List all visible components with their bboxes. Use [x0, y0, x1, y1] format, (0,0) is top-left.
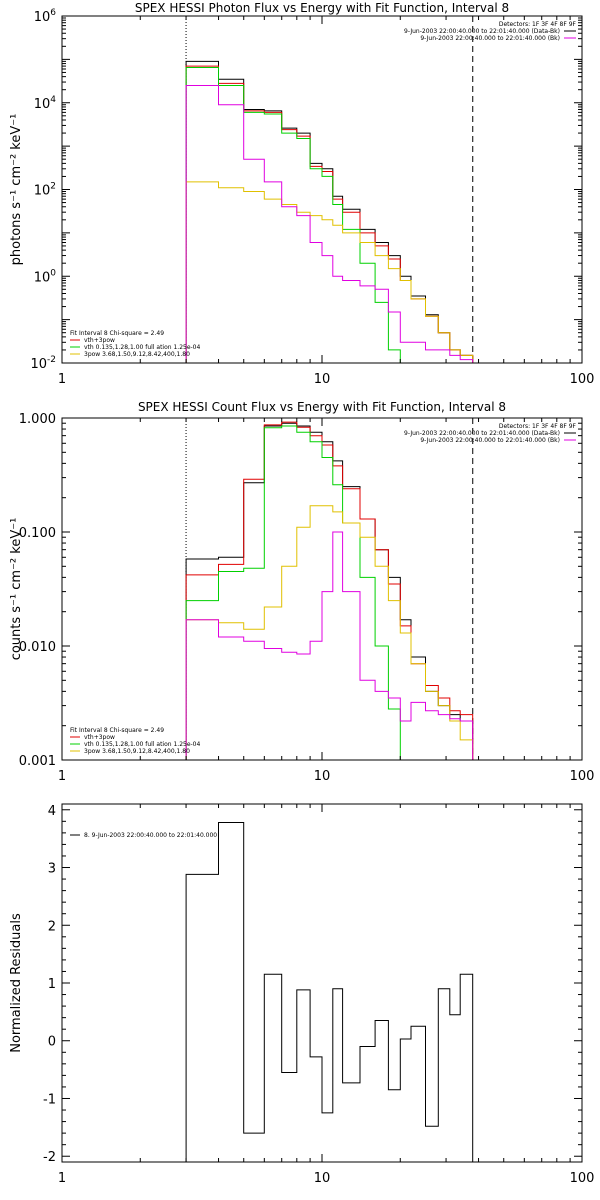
y-tick-label: 1	[48, 977, 56, 992]
x-axis: 1 10 100	[58, 804, 595, 1186]
x-tick-label: 100	[570, 1171, 595, 1186]
y-axis-label: counts s⁻¹ cm⁻² keV⁻¹	[9, 518, 24, 661]
x-tick-label: 100	[570, 372, 595, 387]
x-tick-label: 10	[314, 372, 331, 387]
y-tick-label: -2	[43, 1150, 56, 1165]
panel-count: SPEX HESSI Count Flux vs Energy with Fit…	[9, 400, 594, 784]
chart-title: SPEX HESSI Count Flux vs Energy with Fit…	[138, 400, 506, 414]
x-tick-label: 10	[314, 769, 331, 784]
plot-frame	[61, 417, 583, 761]
x-axis: 1 10 100	[58, 418, 595, 784]
panel-photon: SPEX HESSI Photon Flux vs Energy with Fi…	[9, 1, 594, 387]
series-line-thermal	[185, 67, 474, 363]
legend-label: 3pow 3.68,1.50,9.12,8.42,400,1.80	[84, 351, 190, 358]
time-range-text: 9-Jun-2003 22:00:40.000 to 22:01:40.000 …	[404, 28, 560, 35]
x-tick-label: 1	[58, 769, 66, 784]
y-tick-label: 0.001	[19, 754, 56, 769]
series-line-background	[185, 531, 474, 760]
y-tick-label: 106	[34, 8, 57, 25]
y-axis: 106 104 102 100 10-2	[30, 8, 582, 372]
series-line-total	[185, 421, 474, 760]
x-axis: 1 10 100	[58, 16, 595, 387]
time-range-text: 9-Jun-2003 22:00:40.000 to 22:01:40.000 …	[404, 430, 560, 437]
y-tick-label: 4	[48, 804, 56, 819]
legend-label: vth 0.135,1.28,1.00 full ation 1.25e-04	[84, 344, 200, 351]
series-line-power	[185, 505, 474, 760]
y-tick-label: 102	[34, 182, 56, 199]
y-tick-label: 0.100	[19, 526, 56, 541]
x-tick-label: 1	[58, 1171, 66, 1186]
time-range-text: 9-Jun-2003 22:00:40.000 to 22:01:40.000 …	[420, 35, 560, 42]
series-line-total	[185, 65, 474, 363]
chart-title: SPEX HESSI Photon Flux vs Energy with Fi…	[135, 1, 509, 15]
legend-label: vth+3pow	[84, 734, 115, 741]
series-line-data	[185, 60, 474, 363]
series-line-residual	[185, 822, 474, 1162]
series-line-power	[185, 181, 474, 363]
legend-label: 8. 9-Jun-2003 22:00:40.000 to 22:01:40.0…	[84, 832, 217, 839]
series-line-background	[185, 85, 474, 363]
detectors-text: Detectors: 1F 3F 4F 8F 9F	[499, 423, 577, 430]
y-axis-label: photons s⁻¹ cm⁻² keV⁻¹	[9, 114, 24, 266]
series-group	[185, 822, 474, 1162]
y-axis: 4 3 2 1 0 -1 -2	[43, 804, 582, 1165]
legend-label: vth+3pow	[84, 337, 115, 344]
plot-frame	[61, 15, 583, 364]
y-axis-label: Normalized Residuals	[9, 913, 24, 1053]
time-range-text: 9-Jun-2003 22:00:40.000 to 22:01:40.000 …	[420, 437, 560, 444]
y-tick-label: 1.000	[19, 412, 56, 427]
y-tick-label: 0	[48, 1035, 56, 1050]
y-tick-label: -1	[43, 1092, 56, 1107]
series-group	[185, 60, 474, 363]
x-tick-label: 1	[58, 372, 66, 387]
y-tick-label: 2	[48, 919, 56, 934]
x-tick-label: 10	[314, 1171, 331, 1186]
y-tick-label: 100	[34, 268, 57, 285]
legend-heading: Fit Interval 8 Chi-square = 2.49	[70, 727, 164, 734]
y-axis: 1.000 0.100 0.010 0.001	[19, 412, 582, 769]
legend-heading: Fit Interval 8 Chi-square = 2.49	[70, 330, 164, 337]
y-tick-label: 0.010	[19, 640, 56, 655]
detectors-text: Detectors: 1F 3F 4F 8F 9F	[499, 21, 577, 28]
legend-label: vth 0.135,1.28,1.00 full ation 1.25e-04	[84, 741, 200, 748]
series-group	[185, 421, 474, 760]
x-tick-label: 100	[570, 769, 595, 784]
series-line-thermal	[185, 425, 474, 760]
y-tick-label: 10-2	[30, 355, 56, 372]
y-tick-label: 3	[48, 862, 56, 877]
y-tick-label: 104	[34, 95, 57, 112]
legend-label: 3pow 3.68,1.50,9.12,8.42,400,1.80	[84, 748, 190, 755]
